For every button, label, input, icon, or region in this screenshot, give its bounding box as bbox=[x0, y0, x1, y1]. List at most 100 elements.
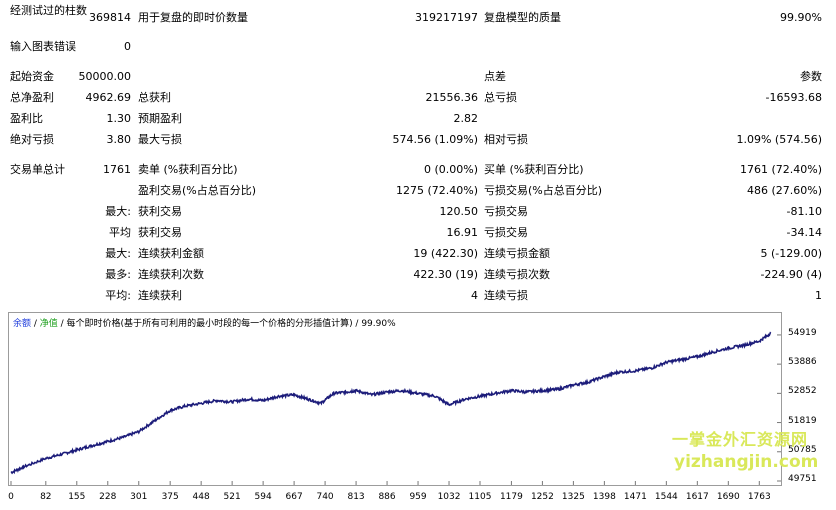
average-profit-trade-value: 16.91 bbox=[446, 226, 479, 239]
maximal-drawdown-value: 574.56 (1.09%) bbox=[392, 133, 478, 146]
x-tick-label: 82 bbox=[40, 492, 52, 502]
long-positions-value: 1761 (72.40%) bbox=[739, 163, 822, 176]
average-prefix: 平均 bbox=[109, 226, 131, 239]
average-loss-trade-label: 亏损交易 bbox=[484, 226, 528, 239]
x-tick-label: 813 bbox=[347, 492, 365, 502]
legend-balance: 余额 bbox=[13, 319, 32, 329]
maximum-prefix: 最大: bbox=[105, 247, 131, 260]
average-loss-trade-value: -34.14 bbox=[786, 226, 822, 239]
x-tick-label: 1763 bbox=[747, 492, 771, 502]
x-tick-label: 301 bbox=[130, 492, 148, 502]
legend-equity: 净值 bbox=[39, 319, 58, 329]
initial-deposit-value: 50000.00 bbox=[78, 70, 132, 83]
x-tick-label: 594 bbox=[254, 492, 272, 502]
ticks-modelled-label: 用于复盘的即时价数量 bbox=[138, 11, 248, 24]
y-tick-label: 54919 bbox=[788, 327, 817, 338]
largest-loss-trade-label: 亏损交易 bbox=[484, 205, 528, 218]
maximal-consecutive-loss-label: 连续亏损次数 bbox=[484, 268, 550, 281]
watermark-url: yizhangjin.com bbox=[674, 452, 819, 472]
average-consecutive-prefix: 平均: bbox=[105, 289, 131, 302]
legend-separator: / bbox=[31, 319, 40, 329]
max-consecutive-wins-value: 19 (422.30) bbox=[413, 247, 478, 260]
y-tick-label: 53886 bbox=[788, 357, 817, 368]
short-positions-label: 卖单 (%获利百分比) bbox=[138, 163, 238, 176]
y-tick-label: 51819 bbox=[788, 415, 817, 426]
balance-line-svg bbox=[10, 331, 781, 485]
spread-value: 参数 bbox=[800, 70, 822, 83]
x-tick-label: 1690 bbox=[716, 492, 740, 502]
largest-prefix: 最大: bbox=[105, 205, 131, 218]
short-positions-value: 0 (0.00%) bbox=[423, 163, 478, 176]
max-consecutive-losses-value: 5 (-129.00) bbox=[760, 247, 822, 260]
y-tick-label: 50785 bbox=[788, 444, 817, 455]
absolute-drawdown-value: 3.80 bbox=[106, 133, 132, 146]
report-summary: 经测试过的柱数 369814 用于复盘的即时价数量 319217197 复盘模型… bbox=[10, 4, 822, 303]
loss-trades-label: 亏损交易(%占总百分比) bbox=[484, 184, 603, 197]
x-tick-label: 0 bbox=[8, 492, 14, 502]
initial-deposit-label: 起始资金 bbox=[10, 70, 54, 83]
legend-description: / 每个即时价格(基于所有可利用的最小时段的每一个价格的分形插值计算) / 99… bbox=[57, 319, 396, 329]
maximal-consecutive-profit-label: 连续获利次数 bbox=[138, 268, 204, 281]
chart-legend: 余额 / 净值 / 每个即时价格(基于所有可利用的最小时段的每一个价格的分形插值… bbox=[13, 316, 396, 329]
total-trades-value: 1761 bbox=[103, 163, 131, 176]
mismatched-charts-value: 0 bbox=[124, 40, 131, 53]
x-tick-label: 1617 bbox=[685, 492, 709, 502]
total-trades-label: 交易单总计 bbox=[10, 163, 65, 176]
gross-profit-value: 21556.36 bbox=[425, 91, 479, 104]
y-tick-label: 52852 bbox=[788, 386, 817, 397]
maximal-consecutive-loss-value: -224.90 (4) bbox=[760, 268, 822, 281]
x-tick-label: 521 bbox=[223, 492, 241, 502]
spread-label: 点差 bbox=[484, 70, 506, 83]
relative-drawdown-value: 1.09% (574.56) bbox=[736, 133, 822, 146]
loss-trades-value: 486 (27.60%) bbox=[746, 184, 822, 197]
modelling-quality-value: 99.90% bbox=[780, 11, 822, 24]
profit-trades-label: 盈利交易(%占总百分比) bbox=[138, 184, 257, 197]
long-positions-label: 买单 (%获利百分比) bbox=[484, 163, 584, 176]
largest-profit-trade-label: 获利交易 bbox=[138, 205, 182, 218]
expected-payoff-label: 预期盈利 bbox=[138, 112, 182, 125]
largest-loss-trade-value: -81.10 bbox=[786, 205, 822, 218]
gross-profit-label: 总获利 bbox=[138, 91, 171, 104]
y-tick-label: 49751 bbox=[788, 474, 817, 484]
balance-chart: 余额 / 净值 / 每个即时价格(基于所有可利用的最小时段的每一个价格的分形插值… bbox=[8, 312, 834, 510]
largest-profit-trade-value: 120.50 bbox=[439, 205, 479, 218]
x-tick-label: 1471 bbox=[623, 492, 647, 502]
bars-tested-label: 经测试过的柱数 bbox=[10, 4, 87, 17]
x-tick-label: 1398 bbox=[592, 492, 616, 502]
x-tick-label: 886 bbox=[378, 492, 396, 502]
chart-plot-area: 余额 / 净值 / 每个即时价格(基于所有可利用的最小时段的每一个价格的分形插值… bbox=[8, 312, 782, 486]
x-tick-label: 1252 bbox=[530, 492, 554, 502]
gross-loss-value: -16593.68 bbox=[765, 91, 822, 104]
gross-loss-label: 总亏损 bbox=[484, 91, 517, 104]
x-tick-label: 959 bbox=[409, 492, 427, 502]
x-tick-label: 375 bbox=[161, 492, 179, 502]
max-consecutive-wins-label: 连续获利金额 bbox=[138, 247, 204, 260]
watermark-title: 一掌金外汇资源网 bbox=[672, 430, 809, 449]
maximal-prefix: 最多: bbox=[105, 268, 131, 281]
series-line-0 bbox=[10, 331, 772, 475]
average-consecutive-losses-value: 1 bbox=[815, 289, 822, 302]
profit-factor-label: 盈利比 bbox=[10, 112, 43, 125]
x-tick-label: 1179 bbox=[499, 492, 523, 502]
modelling-quality-label: 复盘模型的质量 bbox=[484, 11, 561, 24]
ticks-modelled-value: 319217197 bbox=[415, 11, 478, 24]
profit-trades-value: 1275 (72.40%) bbox=[395, 184, 478, 197]
expected-payoff-value: 2.82 bbox=[453, 112, 479, 125]
x-tick-label: 1105 bbox=[468, 492, 492, 502]
bars-tested-value: 369814 bbox=[89, 11, 131, 24]
x-tick-label: 667 bbox=[285, 492, 303, 502]
x-tick-label: 228 bbox=[99, 492, 117, 502]
x-tick-label: 1032 bbox=[437, 492, 461, 502]
x-tick-label: 1544 bbox=[654, 492, 678, 502]
max-consecutive-losses-label: 连续亏损金额 bbox=[484, 247, 550, 260]
average-consecutive-wins-value: 4 bbox=[471, 289, 478, 302]
absolute-drawdown-label: 绝对亏损 bbox=[10, 133, 54, 146]
profit-factor-value: 1.30 bbox=[106, 112, 132, 125]
average-profit-trade-label: 获利交易 bbox=[138, 226, 182, 239]
x-tick-label: 1325 bbox=[561, 492, 585, 502]
relative-drawdown-label: 相对亏损 bbox=[484, 133, 528, 146]
average-consecutive-wins-label: 连续获利 bbox=[138, 289, 182, 302]
average-consecutive-losses-label: 连续亏损 bbox=[484, 289, 528, 302]
total-net-profit-label: 总净盈利 bbox=[10, 91, 54, 104]
x-tick-label: 155 bbox=[68, 492, 86, 502]
